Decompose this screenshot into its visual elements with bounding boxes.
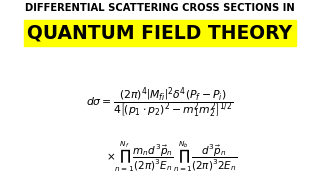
Text: DIFFERENTIAL SCATTERING CROSS SECTIONS IN: DIFFERENTIAL SCATTERING CROSS SECTIONS I… [25, 3, 295, 13]
Text: $d\sigma = \dfrac{(2\pi)^4\left|M_{fi}\right|^2\delta^4(P_f - P_i)}{4\left[(p_1 : $d\sigma = \dfrac{(2\pi)^4\left|M_{fi}\r… [86, 85, 234, 120]
Text: QUANTUM FIELD THEORY: QUANTUM FIELD THEORY [28, 24, 292, 43]
Text: $\times \prod_{n=1}^{N_f} \dfrac{m_n d^3\vec{p}_n}{(2\pi)^3 E_n} \prod_{n=1}^{N_: $\times \prod_{n=1}^{N_f} \dfrac{m_n d^3… [106, 140, 237, 174]
